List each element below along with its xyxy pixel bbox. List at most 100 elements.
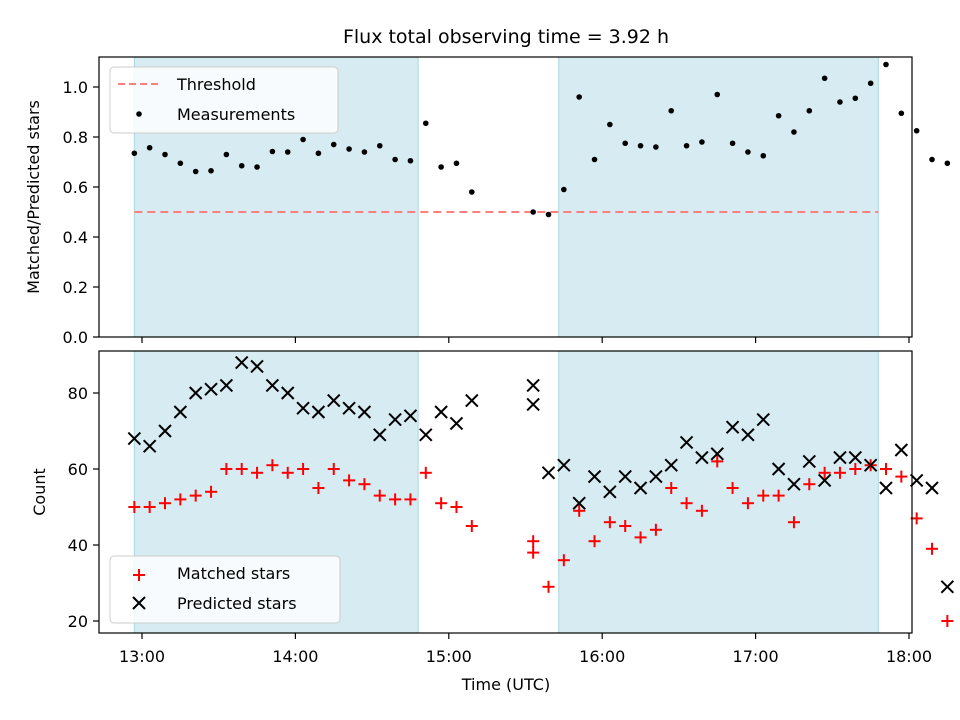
predicted-star-marker: [219, 378, 234, 393]
matched-star-marker: [803, 478, 816, 491]
measurement-point: [530, 209, 536, 215]
predicted-star-marker: [633, 481, 648, 495]
measurement-point: [837, 99, 843, 105]
measurement-point: [637, 142, 644, 149]
predicted-star-marker: [817, 473, 832, 488]
measurement-point: [453, 160, 460, 167]
predicted-stars-points: [127, 355, 955, 594]
predicted-star-marker: [142, 439, 157, 453]
measurement-point: [653, 144, 659, 150]
y-tick-label: 0.6: [63, 178, 88, 197]
matched-star-marker: [573, 504, 586, 517]
predicted-star-marker: [940, 580, 955, 594]
matched-star-marker: [327, 463, 340, 475]
predicted-star-marker: [587, 469, 602, 484]
measurement-point: [760, 152, 767, 159]
predicted-star-marker: [281, 386, 295, 400]
matched-star-marker: [557, 554, 570, 567]
matched-star-marker: [926, 542, 939, 555]
predicted-star-marker: [649, 469, 663, 484]
matched-star-marker: [143, 501, 156, 513]
top-axes-frame: [98, 56, 913, 338]
measurement-point: [929, 156, 935, 163]
y-tick-label: 40: [68, 536, 88, 555]
measurement-point: [330, 141, 337, 148]
bottom-x-ticks: 13:00 14:00 15:00 16:00 17:00 18:00: [119, 633, 932, 666]
predicted-star-marker: [265, 378, 280, 393]
matched-star-marker: [251, 466, 264, 479]
measurement-point: [883, 61, 889, 68]
y-tick-label: 0.8: [63, 128, 88, 147]
bottom-y-axis-label: Count: [30, 468, 49, 516]
measurement-point: [913, 127, 920, 134]
matched-legend-swatch: [133, 569, 145, 581]
measurements-legend-swatch: [136, 111, 142, 117]
matched-star-marker: [879, 463, 892, 475]
predicted-legend-label: Predicted stars: [177, 594, 297, 613]
measurement-point: [561, 186, 567, 193]
matched-star-marker: [910, 512, 923, 525]
predicted-star-marker: [357, 405, 372, 419]
x-tick-label: 13:00: [119, 647, 165, 666]
measurement-point: [361, 149, 368, 155]
measurement-point: [315, 150, 322, 157]
matched-star-marker: [941, 615, 954, 627]
matched-star-marker: [465, 520, 478, 532]
predicted-star-marker: [434, 405, 448, 419]
predicted-star-marker: [403, 409, 418, 423]
matched-star-marker: [281, 466, 294, 479]
predicted-star-marker: [388, 412, 402, 427]
measurement-point: [192, 168, 199, 175]
measurement-point: [208, 167, 214, 174]
predicted-star-marker: [526, 378, 540, 393]
matched-star-marker: [159, 497, 172, 510]
matched-legend-label: Matched stars: [177, 564, 290, 583]
matched-star-marker: [542, 580, 555, 593]
measurement-point: [131, 150, 138, 157]
matched-star-marker: [757, 489, 770, 502]
predicted-star-marker: [173, 405, 188, 419]
matched-star-marker: [665, 482, 678, 494]
measurement-point: [269, 148, 276, 155]
predicted-star-marker: [235, 355, 249, 370]
measurement-point: [867, 80, 874, 87]
measurement-point: [944, 160, 951, 167]
predicted-star-marker: [296, 401, 310, 415]
top-y-axis-label: Matched/Predicted stars: [24, 100, 43, 294]
measurement-point: [821, 75, 828, 82]
predicted-star-marker: [327, 393, 341, 408]
measurement-point: [146, 144, 153, 151]
measurement-point: [469, 189, 475, 195]
chart-title: Flux total observing time = 3.92 h: [343, 26, 669, 48]
x-tick-label: 18:00: [886, 647, 932, 666]
measurement-point: [346, 146, 352, 152]
y-tick-label: 20: [68, 612, 88, 631]
matched-star-marker: [343, 474, 356, 487]
matched-star-marker: [603, 516, 616, 529]
x-tick-label: 14:00: [272, 647, 318, 666]
measurement-point: [714, 91, 721, 98]
measurement-point: [238, 162, 245, 169]
bottom-y-ticks: 20 40 60 80: [68, 384, 99, 631]
measurement-point: [223, 151, 230, 158]
matched-star-marker: [404, 493, 417, 506]
predicted-star-marker: [848, 450, 863, 465]
matched-star-marker: [189, 489, 202, 502]
matched-star-marker: [312, 482, 325, 494]
matched-star-marker: [849, 463, 862, 475]
predicted-star-marker: [250, 359, 264, 374]
matched-star-marker: [619, 520, 632, 532]
matched-star-marker: [358, 478, 371, 491]
matched-star-marker: [297, 463, 310, 475]
predicted-star-marker: [802, 454, 816, 469]
predicted-star-marker: [618, 469, 632, 484]
matched-stars-points: [128, 455, 954, 627]
predicted-star-marker: [879, 481, 893, 495]
matched-star-marker: [373, 489, 386, 502]
measurement-point: [162, 151, 168, 158]
y-tick-label: 60: [68, 460, 88, 479]
predicted-star-marker: [449, 416, 464, 431]
y-tick-label: 0.4: [63, 228, 88, 247]
predicted-star-marker: [894, 443, 909, 457]
